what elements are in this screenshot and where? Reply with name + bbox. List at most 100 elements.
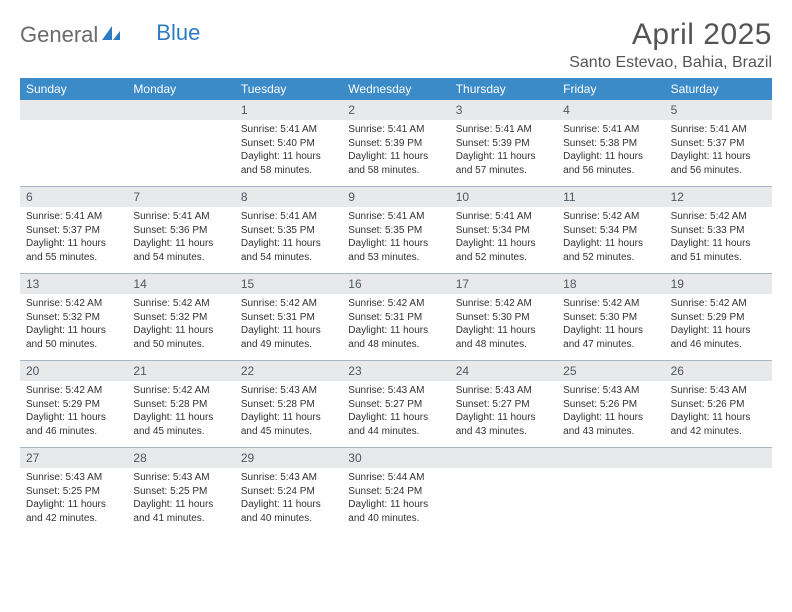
- day-details: [665, 468, 772, 530]
- day-cell: 19Sunrise: 5:42 AMSunset: 5:29 PMDayligh…: [665, 274, 772, 360]
- location-label: Santo Estevao, Bahia, Brazil: [569, 54, 772, 72]
- day-cell: 9Sunrise: 5:41 AMSunset: 5:35 PMDaylight…: [342, 187, 449, 273]
- day-number: 12: [665, 187, 772, 207]
- day-number: 17: [450, 274, 557, 294]
- day-number: 10: [450, 187, 557, 207]
- weekday-header: Tuesday: [235, 78, 342, 100]
- day-details: Sunrise: 5:43 AMSunset: 5:27 PMDaylight:…: [342, 381, 449, 442]
- day-number: 4: [557, 100, 664, 120]
- day-number: 30: [342, 448, 449, 468]
- day-cell: 1Sunrise: 5:41 AMSunset: 5:40 PMDaylight…: [235, 100, 342, 186]
- day-number: 8: [235, 187, 342, 207]
- day-cell: 15Sunrise: 5:42 AMSunset: 5:31 PMDayligh…: [235, 274, 342, 360]
- day-number: 27: [20, 448, 127, 468]
- day-details: Sunrise: 5:41 AMSunset: 5:37 PMDaylight:…: [20, 207, 127, 268]
- empty-cell: [557, 448, 664, 534]
- logo: General Blue: [20, 18, 200, 48]
- day-cell: 10Sunrise: 5:41 AMSunset: 5:34 PMDayligh…: [450, 187, 557, 273]
- day-number: 5: [665, 100, 772, 120]
- month-title: April 2025: [569, 18, 772, 52]
- day-number: 11: [557, 187, 664, 207]
- day-details: Sunrise: 5:41 AMSunset: 5:37 PMDaylight:…: [665, 120, 772, 181]
- weekday-header: Monday: [127, 78, 234, 100]
- day-number: [450, 448, 557, 468]
- day-details: Sunrise: 5:43 AMSunset: 5:27 PMDaylight:…: [450, 381, 557, 442]
- weeks-container: 1Sunrise: 5:41 AMSunset: 5:40 PMDaylight…: [20, 100, 772, 534]
- day-details: Sunrise: 5:42 AMSunset: 5:31 PMDaylight:…: [342, 294, 449, 355]
- day-number: 6: [20, 187, 127, 207]
- calendar-page: General Blue April 2025 Santo Estevao, B…: [0, 0, 792, 534]
- day-details: [450, 468, 557, 530]
- day-cell: 23Sunrise: 5:43 AMSunset: 5:27 PMDayligh…: [342, 361, 449, 447]
- day-number: 21: [127, 361, 234, 381]
- day-details: Sunrise: 5:42 AMSunset: 5:28 PMDaylight:…: [127, 381, 234, 442]
- week-row: 27Sunrise: 5:43 AMSunset: 5:25 PMDayligh…: [20, 448, 772, 534]
- day-cell: 24Sunrise: 5:43 AMSunset: 5:27 PMDayligh…: [450, 361, 557, 447]
- day-details: [20, 120, 127, 182]
- weekday-header-row: SundayMondayTuesdayWednesdayThursdayFrid…: [20, 78, 772, 100]
- day-cell: 7Sunrise: 5:41 AMSunset: 5:36 PMDaylight…: [127, 187, 234, 273]
- day-number: 14: [127, 274, 234, 294]
- day-cell: 20Sunrise: 5:42 AMSunset: 5:29 PMDayligh…: [20, 361, 127, 447]
- day-number: 22: [235, 361, 342, 381]
- header: General Blue April 2025 Santo Estevao, B…: [20, 18, 772, 72]
- day-details: Sunrise: 5:43 AMSunset: 5:26 PMDaylight:…: [665, 381, 772, 442]
- day-cell: 16Sunrise: 5:42 AMSunset: 5:31 PMDayligh…: [342, 274, 449, 360]
- day-cell: 11Sunrise: 5:42 AMSunset: 5:34 PMDayligh…: [557, 187, 664, 273]
- day-number: 19: [665, 274, 772, 294]
- day-details: Sunrise: 5:42 AMSunset: 5:34 PMDaylight:…: [557, 207, 664, 268]
- day-number: 28: [127, 448, 234, 468]
- day-number: 18: [557, 274, 664, 294]
- day-number: [557, 448, 664, 468]
- day-number: 23: [342, 361, 449, 381]
- logo-text-general: General: [20, 22, 98, 48]
- day-cell: 22Sunrise: 5:43 AMSunset: 5:28 PMDayligh…: [235, 361, 342, 447]
- title-block: April 2025 Santo Estevao, Bahia, Brazil: [569, 18, 772, 72]
- day-cell: 4Sunrise: 5:41 AMSunset: 5:38 PMDaylight…: [557, 100, 664, 186]
- day-cell: 3Sunrise: 5:41 AMSunset: 5:39 PMDaylight…: [450, 100, 557, 186]
- day-details: Sunrise: 5:42 AMSunset: 5:29 PMDaylight:…: [665, 294, 772, 355]
- day-number: 3: [450, 100, 557, 120]
- logo-text-blue: Blue: [156, 20, 200, 46]
- week-row: 1Sunrise: 5:41 AMSunset: 5:40 PMDaylight…: [20, 100, 772, 187]
- day-cell: 2Sunrise: 5:41 AMSunset: 5:39 PMDaylight…: [342, 100, 449, 186]
- day-details: Sunrise: 5:43 AMSunset: 5:25 PMDaylight:…: [20, 468, 127, 529]
- day-details: Sunrise: 5:43 AMSunset: 5:24 PMDaylight:…: [235, 468, 342, 529]
- week-row: 6Sunrise: 5:41 AMSunset: 5:37 PMDaylight…: [20, 187, 772, 274]
- day-cell: 18Sunrise: 5:42 AMSunset: 5:30 PMDayligh…: [557, 274, 664, 360]
- day-details: [557, 468, 664, 530]
- day-details: Sunrise: 5:42 AMSunset: 5:30 PMDaylight:…: [450, 294, 557, 355]
- day-details: Sunrise: 5:42 AMSunset: 5:30 PMDaylight:…: [557, 294, 664, 355]
- day-details: Sunrise: 5:42 AMSunset: 5:33 PMDaylight:…: [665, 207, 772, 268]
- day-number: 2: [342, 100, 449, 120]
- day-number: 13: [20, 274, 127, 294]
- day-number: 25: [557, 361, 664, 381]
- empty-cell: [20, 100, 127, 186]
- day-number: 9: [342, 187, 449, 207]
- week-row: 13Sunrise: 5:42 AMSunset: 5:32 PMDayligh…: [20, 274, 772, 361]
- calendar-grid: SundayMondayTuesdayWednesdayThursdayFrid…: [20, 78, 772, 534]
- day-cell: 12Sunrise: 5:42 AMSunset: 5:33 PMDayligh…: [665, 187, 772, 273]
- day-cell: 28Sunrise: 5:43 AMSunset: 5:25 PMDayligh…: [127, 448, 234, 534]
- day-cell: 21Sunrise: 5:42 AMSunset: 5:28 PMDayligh…: [127, 361, 234, 447]
- day-details: Sunrise: 5:42 AMSunset: 5:32 PMDaylight:…: [127, 294, 234, 355]
- day-details: Sunrise: 5:41 AMSunset: 5:39 PMDaylight:…: [342, 120, 449, 181]
- day-number: [665, 448, 772, 468]
- day-number: 15: [235, 274, 342, 294]
- day-number: [127, 100, 234, 120]
- weekday-header: Friday: [557, 78, 664, 100]
- day-cell: 25Sunrise: 5:43 AMSunset: 5:26 PMDayligh…: [557, 361, 664, 447]
- day-details: Sunrise: 5:41 AMSunset: 5:39 PMDaylight:…: [450, 120, 557, 181]
- day-details: Sunrise: 5:44 AMSunset: 5:24 PMDaylight:…: [342, 468, 449, 529]
- empty-cell: [450, 448, 557, 534]
- day-cell: 14Sunrise: 5:42 AMSunset: 5:32 PMDayligh…: [127, 274, 234, 360]
- day-cell: 17Sunrise: 5:42 AMSunset: 5:30 PMDayligh…: [450, 274, 557, 360]
- day-details: Sunrise: 5:41 AMSunset: 5:35 PMDaylight:…: [342, 207, 449, 268]
- weekday-header: Thursday: [450, 78, 557, 100]
- day-details: Sunrise: 5:41 AMSunset: 5:35 PMDaylight:…: [235, 207, 342, 268]
- day-cell: 26Sunrise: 5:43 AMSunset: 5:26 PMDayligh…: [665, 361, 772, 447]
- weekday-header: Wednesday: [342, 78, 449, 100]
- day-details: Sunrise: 5:41 AMSunset: 5:36 PMDaylight:…: [127, 207, 234, 268]
- day-number: 29: [235, 448, 342, 468]
- day-details: Sunrise: 5:43 AMSunset: 5:25 PMDaylight:…: [127, 468, 234, 529]
